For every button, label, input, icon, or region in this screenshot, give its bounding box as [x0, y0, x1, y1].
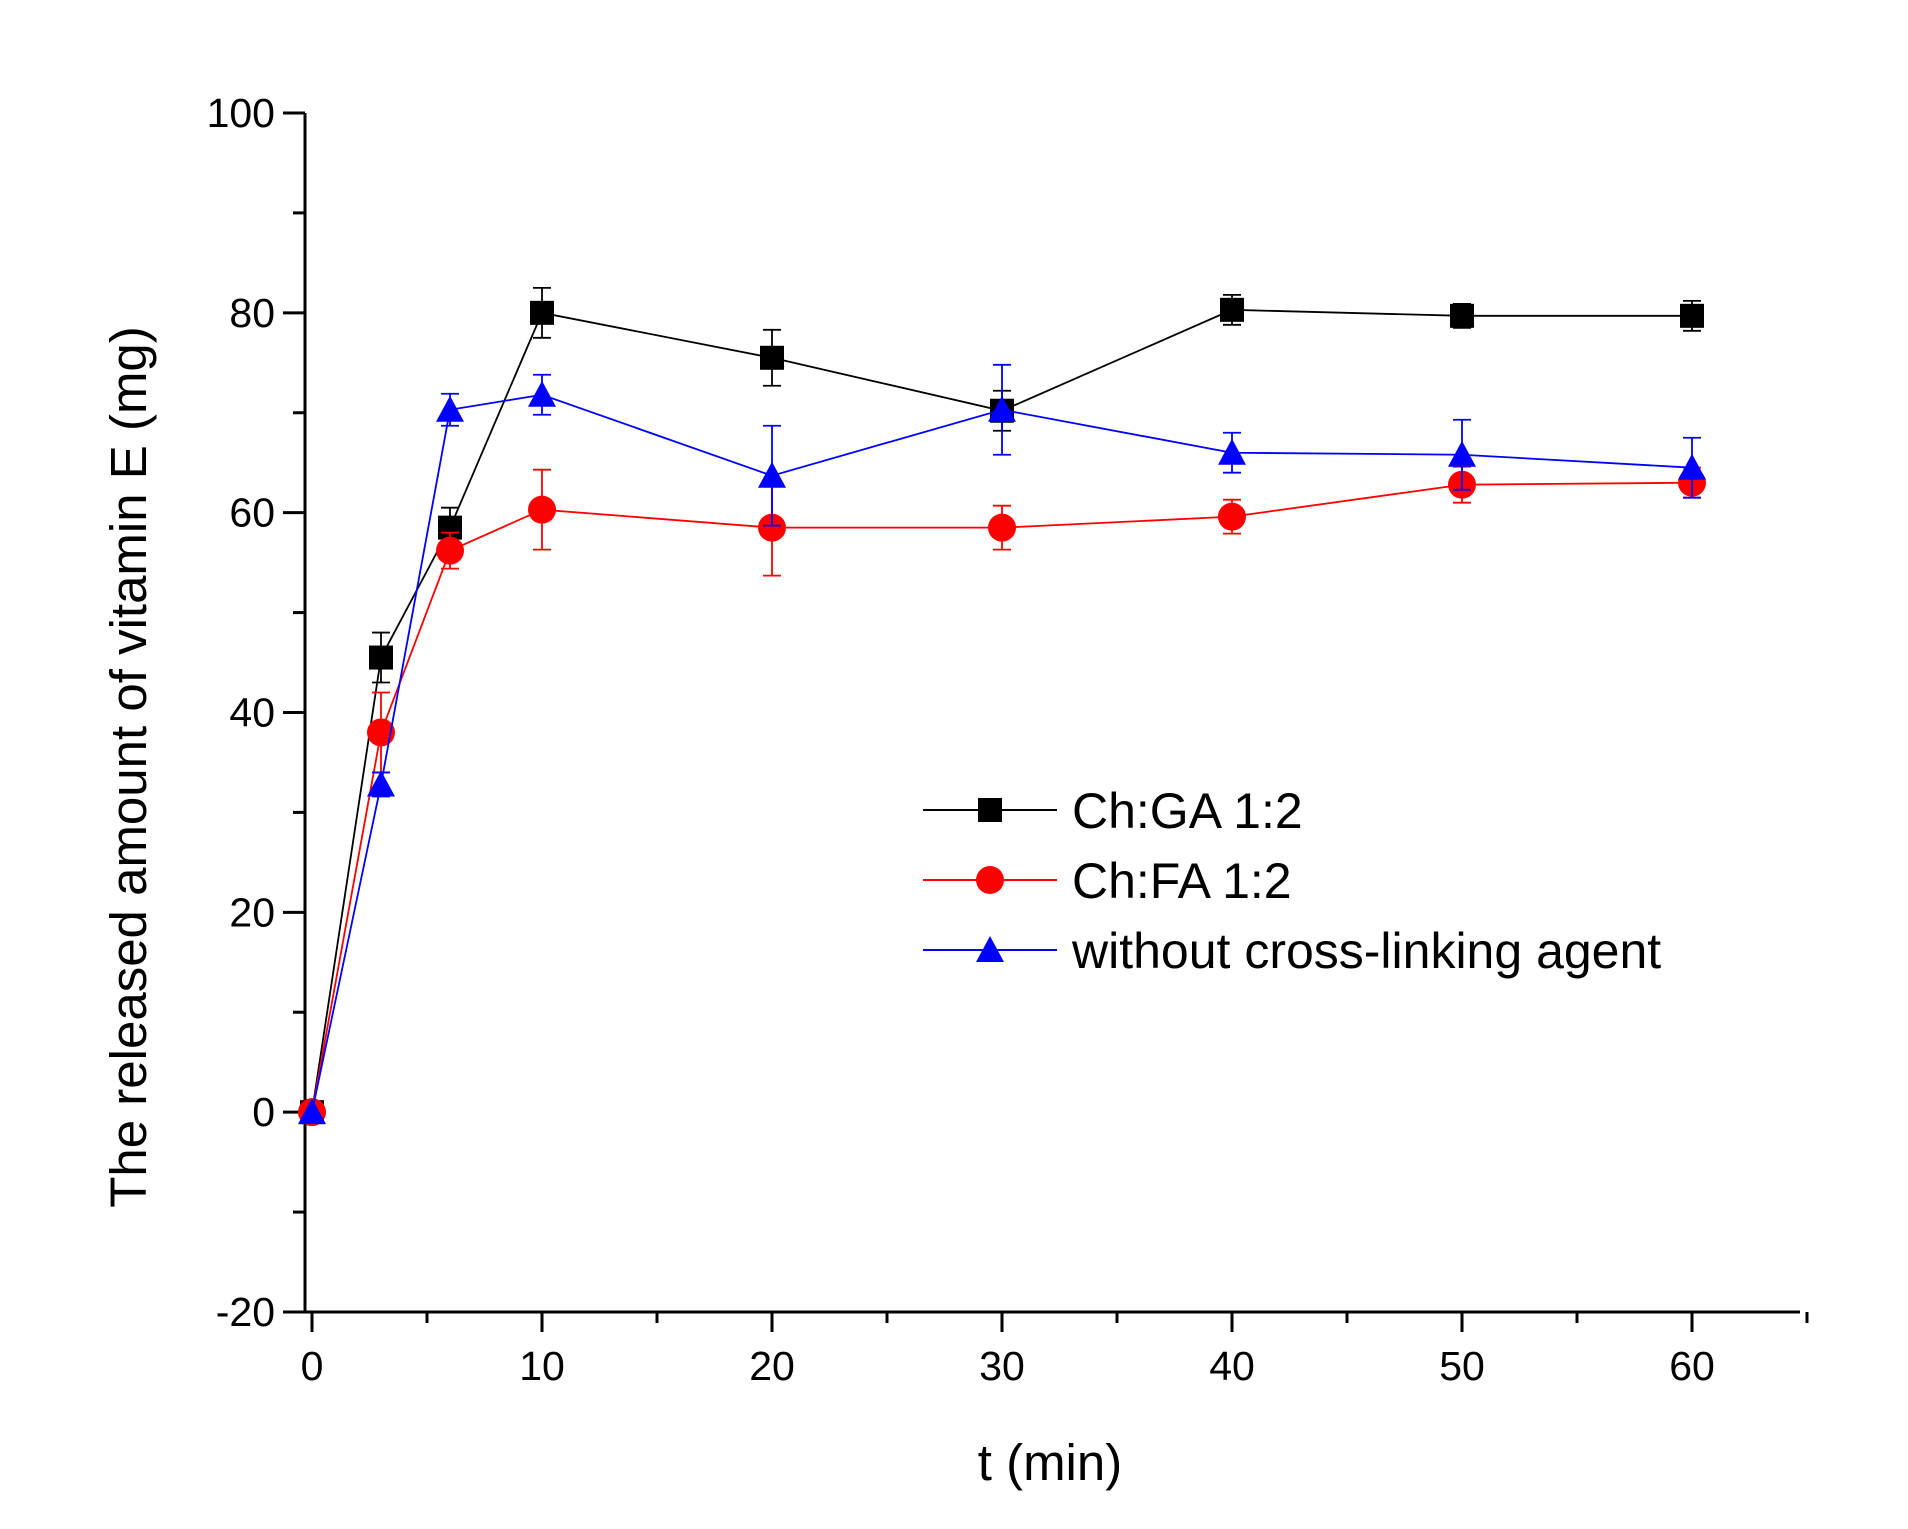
series-line [311, 481, 1693, 1113]
data-point [436, 536, 464, 565]
data-point [1448, 440, 1476, 467]
data-point [758, 461, 786, 488]
x-tick-label: 50 [1439, 1343, 1485, 1389]
x-tick-label: 20 [749, 1343, 795, 1389]
data-point [1678, 453, 1706, 480]
data-point [760, 345, 784, 370]
data-point [1218, 502, 1246, 531]
y-tick-label: -20 [216, 1289, 275, 1335]
legend-label: Ch:GA 1:2 [1072, 783, 1303, 839]
series-layer [298, 286, 1706, 1127]
data-point [988, 395, 1016, 422]
data-point [436, 395, 464, 422]
legend-entry: without cross-linking agent [923, 923, 1661, 979]
data-point [367, 718, 395, 747]
legend-entry: Ch:FA 1:2 [923, 853, 1292, 909]
data-point [758, 513, 786, 542]
data-point [530, 300, 554, 325]
data-point [367, 770, 395, 797]
y-tick-label: 80 [229, 290, 275, 336]
x-tick-label: 30 [979, 1343, 1025, 1389]
data-point [1680, 303, 1704, 328]
y-tick-label: 100 [207, 90, 275, 136]
y-tick-label: 40 [229, 690, 275, 736]
data-point [1450, 303, 1474, 328]
x-tick-label: 10 [519, 1343, 565, 1389]
data-point [528, 380, 556, 407]
series-2 [298, 363, 1706, 1125]
x-tick-label: 40 [1209, 1343, 1255, 1389]
x-axis-title: t (min) [978, 1434, 1122, 1491]
legend-label: Ch:FA 1:2 [1072, 853, 1292, 909]
y-tick-label: 60 [229, 490, 275, 536]
legend-marker [978, 798, 1002, 822]
data-point [528, 495, 556, 524]
data-point [1218, 438, 1246, 465]
y-tick-label: 20 [229, 889, 275, 935]
y-tick-label: 0 [252, 1089, 275, 1135]
data-point [988, 513, 1016, 542]
data-point [369, 645, 393, 670]
x-tick-label: 0 [301, 1343, 324, 1389]
legend-marker [976, 866, 1004, 894]
series-line [311, 393, 1693, 1113]
legend: Ch:GA 1:2 Ch:FA 1:2 without cross-linking … [923, 783, 1661, 979]
legend-entry: Ch:GA 1:2 [923, 783, 1303, 839]
axes-layer: -20 0 20 40 60 80 100 0 10 20 30 40 50 60 [207, 90, 1809, 1389]
legend-label: without cross-linking agent [1071, 923, 1661, 979]
y-axis-title: The released amount of vitamin E (mg) [100, 326, 157, 1208]
data-point [1220, 297, 1244, 322]
data-point [298, 1098, 326, 1125]
legend-marker [976, 936, 1004, 962]
x-tick-label: 60 [1669, 1343, 1715, 1389]
series-1 [298, 465, 1706, 1127]
